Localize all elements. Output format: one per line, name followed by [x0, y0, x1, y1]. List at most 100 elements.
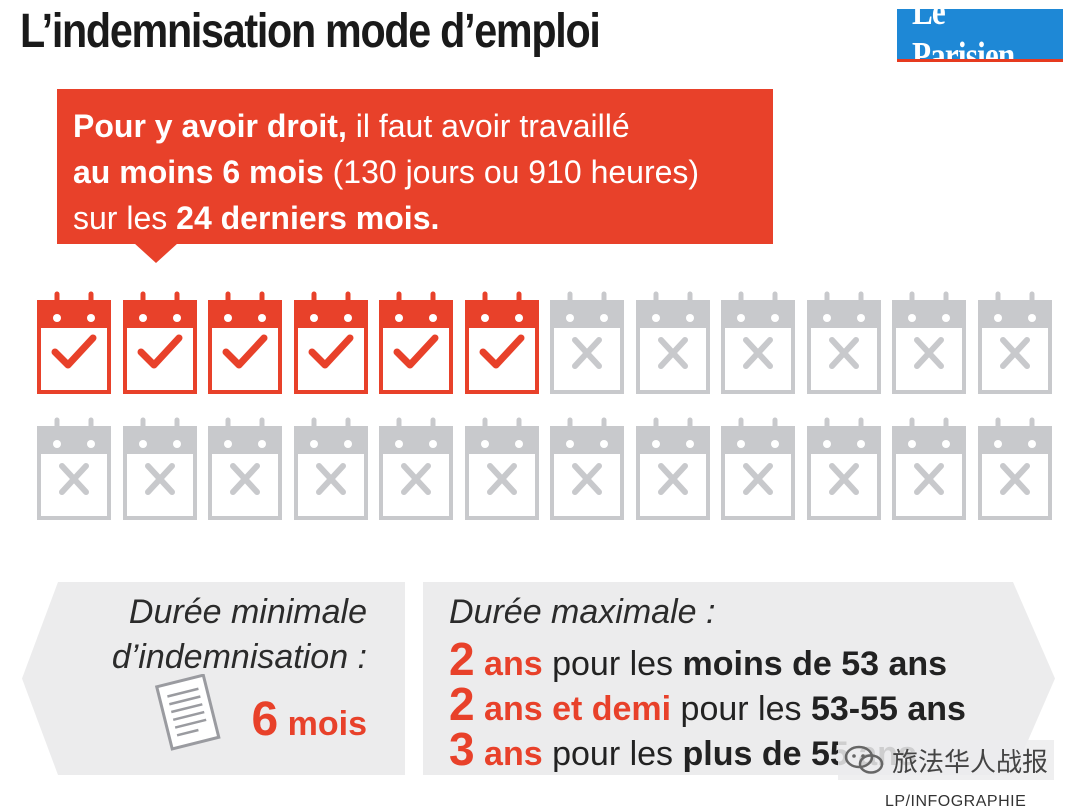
max-row-3-connector: pour les	[542, 735, 683, 773]
checkmark-icon	[51, 334, 97, 369]
minimum-value-number: 6	[251, 693, 279, 746]
cross-icon	[572, 337, 602, 369]
month-not-worked	[379, 416, 453, 521]
calendar-icon	[721, 291, 795, 394]
cross-icon	[1000, 337, 1030, 369]
cross-icon	[658, 463, 688, 495]
month-not-worked	[294, 416, 368, 521]
calendar-icon	[807, 417, 881, 520]
cross-icon	[743, 337, 773, 369]
calendar-icon	[636, 417, 710, 520]
calendar-icon	[294, 291, 368, 394]
calendar-icon	[208, 417, 282, 520]
month-not-worked	[550, 290, 624, 395]
month-not-worked	[465, 416, 539, 521]
max-row-2-number: 2	[449, 678, 475, 730]
maximum-row-53-55: 2 ans et demi pour les 53-55 ans	[449, 677, 966, 731]
month-not-worked	[721, 416, 795, 521]
calendar-icon	[208, 291, 282, 394]
month-not-worked	[123, 416, 197, 521]
maximum-duration-title: Durée maximale :	[449, 593, 716, 631]
callout-pointer	[134, 243, 178, 263]
month-not-worked	[550, 416, 624, 521]
calendar-icon	[892, 291, 966, 394]
checkmark-icon	[222, 334, 268, 369]
calendar-icon	[379, 417, 453, 520]
wechat-icon	[844, 745, 884, 774]
max-row-2-group: 53-55 ans	[810, 690, 966, 728]
calendar-icon	[465, 417, 539, 520]
calendar-icon	[37, 417, 111, 520]
document-icon	[150, 673, 226, 757]
calendar-icon	[807, 291, 881, 394]
max-row-2-connector: pour les	[671, 690, 811, 728]
callout-line-3-text: sur les	[73, 200, 177, 236]
month-worked	[379, 290, 453, 395]
calendar-icon	[37, 291, 111, 394]
cross-icon	[572, 463, 602, 495]
cross-icon	[59, 463, 89, 495]
minimum-duration-panel: Durée minimale d’indemnisation : 6 mois	[22, 582, 405, 775]
callout-line-3: sur les 24 derniers mois.	[73, 195, 757, 241]
le-parisien-logo: Le Parisien	[897, 0, 1063, 77]
logo-underline	[897, 59, 1063, 62]
calendar-icon	[550, 291, 624, 394]
month-not-worked	[208, 416, 282, 521]
max-row-2-unit: ans et demi	[474, 690, 672, 728]
month-not-worked	[892, 416, 966, 521]
callout-line-1-text: il faut avoir travaillé	[346, 108, 630, 144]
callout-line-2-bold: au moins 6 mois	[73, 154, 324, 190]
cross-icon	[658, 337, 688, 369]
watermark-text: 旅法华人战报	[892, 746, 1049, 777]
credit-line: LP/INFOGRAPHIE	[885, 793, 1027, 810]
minimum-value-unit: mois	[278, 705, 367, 743]
month-not-worked	[807, 290, 881, 395]
wechat-watermark: 旅法华人战报	[838, 740, 1055, 780]
cross-icon	[487, 463, 517, 495]
calendar-icon	[978, 417, 1052, 520]
month-not-worked	[37, 416, 111, 521]
month-not-worked	[636, 416, 710, 521]
month-not-worked	[721, 290, 795, 395]
callout-line-3-bold: 24 derniers mois.	[176, 200, 440, 236]
calendar-icon	[379, 291, 453, 394]
minimum-duration-value: 6 mois	[251, 692, 367, 747]
callout-line-1-bold: Pour y avoir droit,	[73, 108, 347, 144]
minimum-label-line-2: d’indemnisation :	[111, 638, 367, 676]
page-title: L’indemnisation mode d’emploi	[20, 5, 601, 58]
callout-line-1: Pour y avoir droit, il faut avoir travai…	[73, 103, 757, 149]
checkmark-icon	[137, 334, 183, 369]
cross-icon	[145, 463, 175, 495]
checkmark-icon	[479, 334, 525, 369]
minimum-label-line-1: Durée minimale	[128, 593, 367, 631]
max-row-1-connector: pour les	[542, 645, 683, 683]
month-worked	[465, 290, 539, 395]
cross-icon	[829, 337, 859, 369]
max-row-1-unit: ans	[474, 645, 543, 683]
month-not-worked	[978, 290, 1052, 395]
max-row-3-number: 3	[449, 723, 475, 775]
calendar-icon	[123, 291, 197, 394]
calendar-icon	[294, 417, 368, 520]
month-worked	[37, 290, 111, 395]
calendar-icon	[465, 291, 539, 394]
cross-icon	[743, 463, 773, 495]
cross-icon	[1000, 463, 1030, 495]
month-worked	[208, 290, 282, 395]
cross-icon	[914, 463, 944, 495]
callout-line-2-text: (130 jours ou 910 heures)	[323, 154, 700, 190]
max-row-1-number: 2	[449, 633, 475, 685]
max-row-1-group: moins de 53 ans	[682, 645, 948, 683]
logo-text: Le Parisien	[911, 0, 1015, 77]
month-worked	[123, 290, 197, 395]
eligibility-callout: Pour y avoir droit, il faut avoir travai…	[57, 89, 773, 244]
cross-icon	[316, 463, 346, 495]
max-row-3-unit: ans	[474, 735, 543, 773]
month-not-worked	[807, 416, 881, 521]
cross-icon	[230, 463, 260, 495]
checkmark-icon	[308, 334, 354, 369]
cross-icon	[914, 337, 944, 369]
maximum-row-under-53: 2 ans pour les moins de 53 ans	[449, 632, 947, 686]
month-not-worked	[636, 290, 710, 395]
cross-icon	[401, 463, 431, 495]
